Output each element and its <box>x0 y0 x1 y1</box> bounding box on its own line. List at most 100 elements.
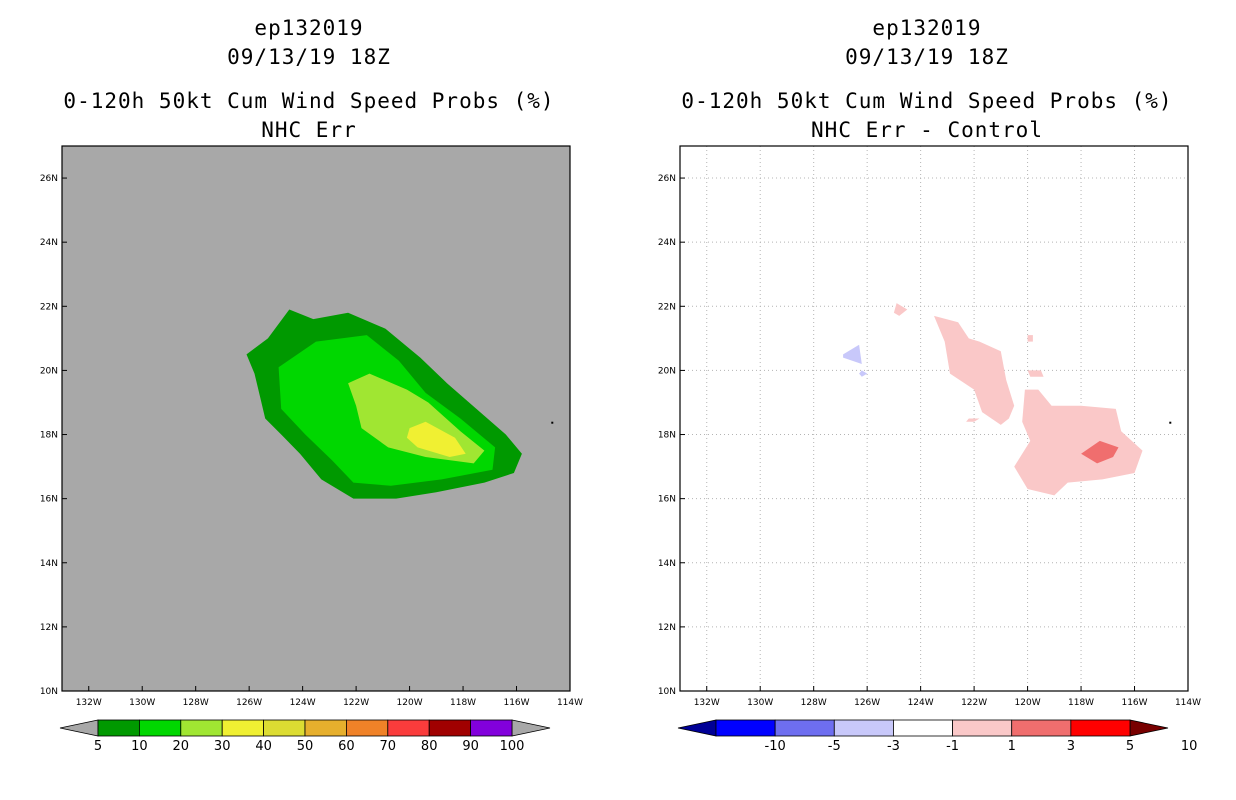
left-y-tick-label: 18N <box>40 431 58 441</box>
right-x-tick-label: 120W <box>1015 698 1041 708</box>
right-contour-map: 132W 130W 128W 126W 124W 122W 120W 118W 116W 114W… <box>658 145 1201 754</box>
left-island-marker <box>551 421 554 424</box>
right-contour-0 <box>843 344 862 364</box>
right-island-marker <box>1169 421 1172 424</box>
left-y-tick-label: 26N <box>40 174 58 184</box>
left-colorbar-label: 20 <box>173 739 190 754</box>
left-colorbar-label: 30 <box>214 739 231 754</box>
right-contour-4 <box>966 418 980 422</box>
left-colorbar-box <box>470 719 513 737</box>
left-y-tick-label: 12N <box>40 623 58 633</box>
right-contour-6 <box>1027 370 1044 377</box>
left-contour-3 <box>406 421 466 457</box>
right-y-tick-label: 16N <box>658 495 676 505</box>
right-colorbar-end-low <box>677 719 717 737</box>
left-colorbar-box <box>221 719 264 737</box>
right-x-tick-label: 114W <box>1175 698 1201 708</box>
left-colorbar-end-low <box>59 719 99 737</box>
left-colorbar-box <box>97 719 140 737</box>
right-colorbar-label: 1 <box>1008 739 1016 754</box>
right-x-tick-label: 116W <box>1121 698 1147 708</box>
right-colorbar-box <box>893 719 953 737</box>
left-y-tick-label: 20N <box>40 366 58 376</box>
right-colorbar-label: -1 <box>946 739 959 754</box>
right-x-tick-label: 126W <box>854 698 880 708</box>
right-contour-2 <box>893 303 908 316</box>
left-plot-frame <box>61 145 571 692</box>
left-title-date: 09/13/19 18Z <box>227 45 391 69</box>
right-chart-panel: ep132019 09/13/19 18Z 0-120h 50kt Cum Wi… <box>618 0 1236 800</box>
left-colorbar-label: 100 <box>500 739 525 754</box>
left-x-tick-label: 116W <box>503 698 529 708</box>
right-colorbar-label: 5 <box>1126 739 1134 754</box>
right-contour-3 <box>934 315 1015 425</box>
right-y-tick-label: 24N <box>658 238 676 248</box>
left-colorbar-box <box>428 719 472 737</box>
left-colorbar-box <box>180 719 223 737</box>
left-colorbar-label: 5 <box>94 739 102 754</box>
right-y-tick-label: 14N <box>658 559 676 569</box>
right-colorbar-label: 3 <box>1067 739 1075 754</box>
left-colorbar-box <box>345 719 389 737</box>
left-contour-map: 132W 130W 128W 126W 124W 122W 120W 118W 116W 114W… <box>40 145 583 754</box>
right-colorbar-label: -5 <box>828 739 841 754</box>
left-y-tick-label: 24N <box>40 238 58 248</box>
left-x-tick-label: 130W <box>129 698 155 708</box>
left-x-tick-label: 128W <box>183 698 209 708</box>
left-chart-panel: ep132019 09/13/19 18Z 0-120h 50kt Cum Wi… <box>40 16 583 754</box>
right-colorbar-end-high <box>1129 719 1169 737</box>
left-title-storm-id: ep132019 <box>254 16 364 40</box>
left-colorbar-label: 40 <box>255 739 272 754</box>
left-x-tick-label: 118W <box>450 698 476 708</box>
right-colorbar-box <box>952 719 1013 737</box>
right-y-tick-label: 22N <box>658 302 676 312</box>
right-plot-frame <box>679 145 1189 692</box>
left-colorbar-label: 90 <box>462 739 479 754</box>
left-colorbar-end-high <box>511 719 551 737</box>
left-y-tick-label: 10N <box>40 687 58 697</box>
left-x-tick-label: 124W <box>290 698 316 708</box>
right-contour-1 <box>859 370 868 377</box>
right-y-tick-label: 18N <box>658 431 676 441</box>
right-colorbar-label: 10 <box>1181 739 1198 754</box>
left-x-tick-label: 132W <box>76 698 102 708</box>
right-colorbar-box <box>1070 719 1131 737</box>
left-colorbar-label: 70 <box>380 739 397 754</box>
left-y-tick-label: 16N <box>40 495 58 505</box>
left-colorbar-label: 60 <box>338 739 355 754</box>
right-x-tick-label: 132W <box>694 698 720 708</box>
right-y-tick-label: 20N <box>658 366 676 376</box>
right-x-tick-label: 124W <box>908 698 934 708</box>
right-colorbar-box <box>1011 719 1072 737</box>
right-title-subtitle: NHC Err - Control <box>811 118 1043 142</box>
right-colorbar-box <box>774 719 835 737</box>
left-y-tick-label: 14N <box>40 559 58 569</box>
left-colorbar-box <box>304 719 347 737</box>
right-contour-8 <box>1081 440 1119 464</box>
left-x-tick-label: 122W <box>343 698 369 708</box>
left-colorbar-label: 80 <box>421 739 438 754</box>
right-colorbar-box <box>715 719 776 737</box>
right-title-date: 09/13/19 18Z <box>845 45 1009 69</box>
right-y-tick-label: 12N <box>658 623 676 633</box>
right-x-tick-label: 122W <box>961 698 987 708</box>
left-y-tick-label: 22N <box>40 302 58 312</box>
left-colorbar-label: 50 <box>297 739 314 754</box>
right-contour-5 <box>1027 335 1033 342</box>
left-title-subtitle: NHC Err <box>261 118 357 142</box>
right-y-tick-label: 26N <box>658 174 676 184</box>
right-colorbar-label: -10 <box>765 739 786 754</box>
left-x-tick-label: 126W <box>236 698 262 708</box>
left-x-tick-label: 114W <box>557 698 583 708</box>
left-colorbar-box <box>387 719 430 737</box>
right-colorbar-label: -3 <box>887 739 900 754</box>
right-contour-7 <box>1014 389 1143 496</box>
right-title-storm-id: ep132019 <box>872 16 982 40</box>
left-colorbar-label: 10 <box>131 739 148 754</box>
left-colorbar-box <box>138 719 182 737</box>
right-y-tick-label: 10N <box>658 687 676 697</box>
right-x-tick-label: 128W <box>801 698 827 708</box>
right-title-product: 0-120h 50kt Cum Wind Speed Probs (%) <box>681 89 1173 113</box>
left-title-product: 0-120h 50kt Cum Wind Speed Probs (%) <box>63 89 555 113</box>
left-colorbar-box <box>263 719 306 737</box>
